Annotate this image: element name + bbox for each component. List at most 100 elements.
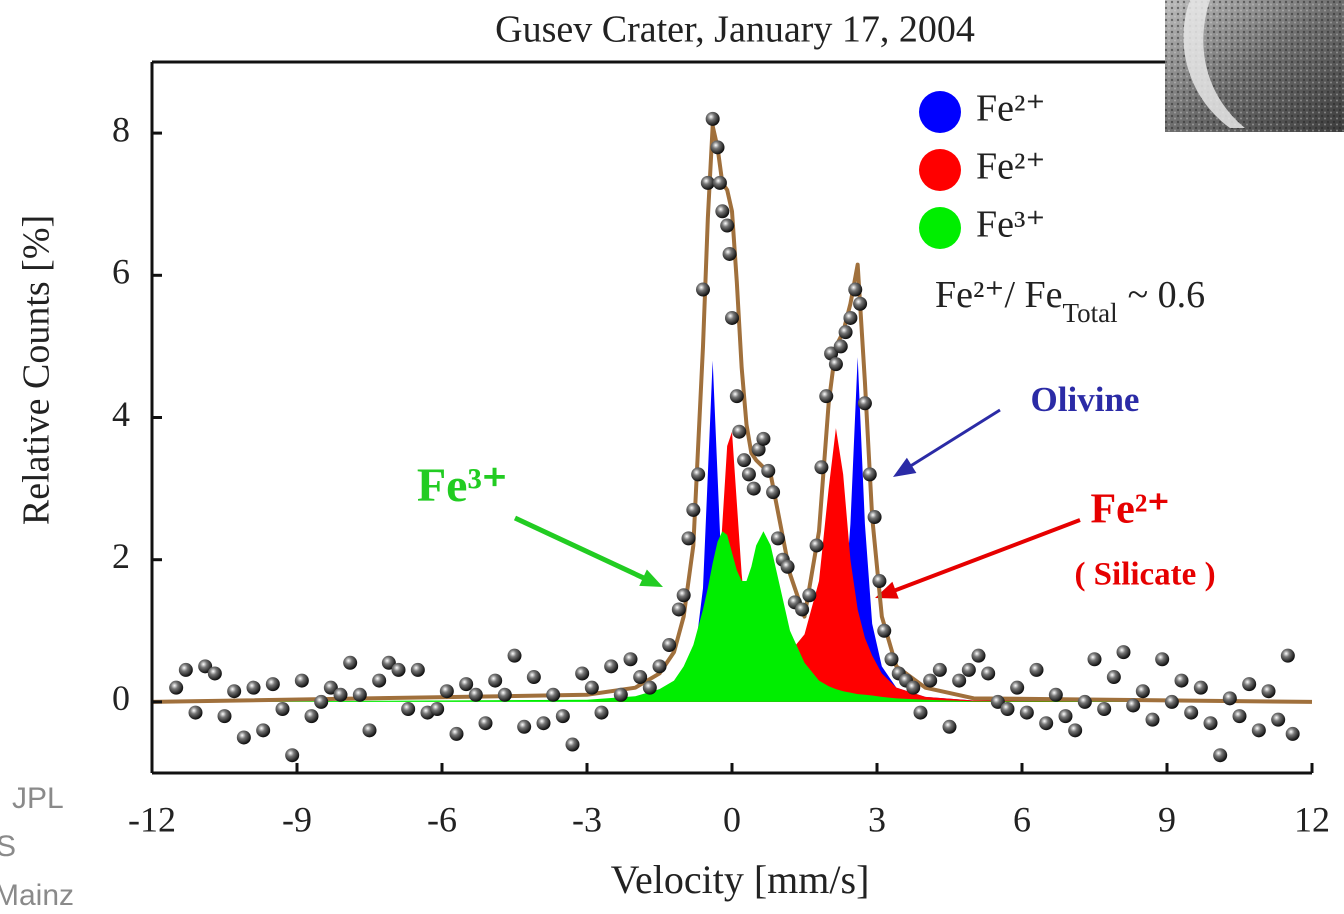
data-point [1193, 680, 1208, 695]
annotation: Fe³⁺ [417, 459, 507, 512]
legend-marker [919, 149, 961, 191]
y-tick-label: 6 [112, 252, 130, 292]
data-point [681, 531, 696, 546]
data-point [691, 467, 706, 482]
data-point [932, 662, 947, 677]
x-tick-label: -6 [427, 799, 457, 839]
data-point [884, 652, 899, 667]
data-point [343, 655, 358, 670]
data-point [217, 709, 232, 724]
data-point [1184, 705, 1199, 720]
data-point [906, 680, 921, 695]
data-point [265, 677, 280, 692]
data-point [766, 485, 781, 500]
data-point [741, 467, 756, 482]
data-point [584, 680, 599, 695]
data-point [1261, 684, 1276, 699]
data-point [1048, 687, 1063, 702]
data-point [761, 463, 776, 478]
data-point [198, 659, 213, 674]
data-point [971, 648, 986, 663]
y-tick-label: 0 [112, 678, 130, 718]
data-point [410, 662, 425, 677]
data-point [1271, 712, 1286, 727]
data-point [722, 246, 737, 261]
data-point [188, 705, 203, 720]
data-point [1058, 709, 1073, 724]
data-point [819, 389, 834, 404]
data-point [686, 502, 701, 517]
data-point [468, 687, 483, 702]
data-point [848, 282, 863, 297]
data-point [872, 574, 887, 589]
data-point [1213, 748, 1228, 763]
data-point [1029, 662, 1044, 677]
x-tick-label: -12 [128, 799, 176, 839]
credit: Mainz [0, 879, 74, 912]
data-point [459, 677, 474, 692]
arrow-head [893, 457, 917, 477]
legend-marker [919, 91, 961, 133]
data-point [526, 670, 541, 685]
data-point [652, 659, 667, 674]
fit-line [151, 123, 1313, 704]
data-point [814, 460, 829, 475]
data-point [314, 694, 329, 709]
data-point [913, 705, 928, 720]
data-point [961, 662, 976, 677]
data-point [401, 702, 416, 717]
data-point [705, 111, 720, 126]
arrow-line [513, 515, 649, 582]
ratio-label: Fe²⁺/ FeTotal ~ 0.6 [935, 274, 1205, 328]
data-point [857, 396, 872, 411]
data-point [1232, 709, 1247, 724]
y-axis-label: Relative Counts [%] [16, 215, 58, 525]
data-point [715, 204, 730, 219]
data-point [613, 687, 628, 702]
data-point [178, 662, 193, 677]
y-tick-label: 4 [112, 394, 130, 434]
data-point [1203, 716, 1218, 731]
data-point [381, 655, 396, 670]
data-point [710, 140, 725, 155]
data-point [696, 282, 710, 297]
data-point [1222, 691, 1237, 706]
data-point [923, 673, 938, 688]
data-point [1155, 652, 1170, 667]
data-point [720, 218, 735, 233]
data-point [725, 310, 739, 325]
data-point [1116, 645, 1131, 660]
data-point [1164, 694, 1179, 709]
data-point [990, 694, 1005, 709]
annotation: Fe²⁺ [1090, 487, 1169, 533]
data-point [712, 175, 727, 190]
data-point [828, 357, 843, 372]
data-point [323, 680, 338, 695]
data-point [700, 175, 715, 190]
annotation: Olivine [1031, 380, 1140, 419]
data-point [729, 389, 744, 404]
data-point [942, 719, 957, 734]
y-tick-label: 8 [112, 109, 130, 149]
x-tick-label: 6 [1013, 799, 1031, 839]
data-point [1251, 723, 1266, 738]
data-point [236, 730, 251, 745]
data-point [877, 623, 892, 638]
ratio-text: Fe²⁺/ Fe [935, 274, 1063, 316]
data-point [594, 705, 609, 720]
data-point [575, 666, 590, 681]
component-area [152, 531, 1312, 702]
data-point [536, 716, 551, 731]
data-point [1285, 726, 1300, 741]
data-point [391, 662, 406, 677]
data-point [256, 723, 271, 738]
data-point [756, 431, 771, 446]
data-point [751, 442, 766, 457]
data-point [1077, 694, 1092, 709]
data-point [497, 687, 512, 702]
data-point [449, 726, 464, 741]
data-point [809, 538, 824, 553]
data-point [662, 638, 677, 653]
credit: JPL [12, 782, 64, 815]
